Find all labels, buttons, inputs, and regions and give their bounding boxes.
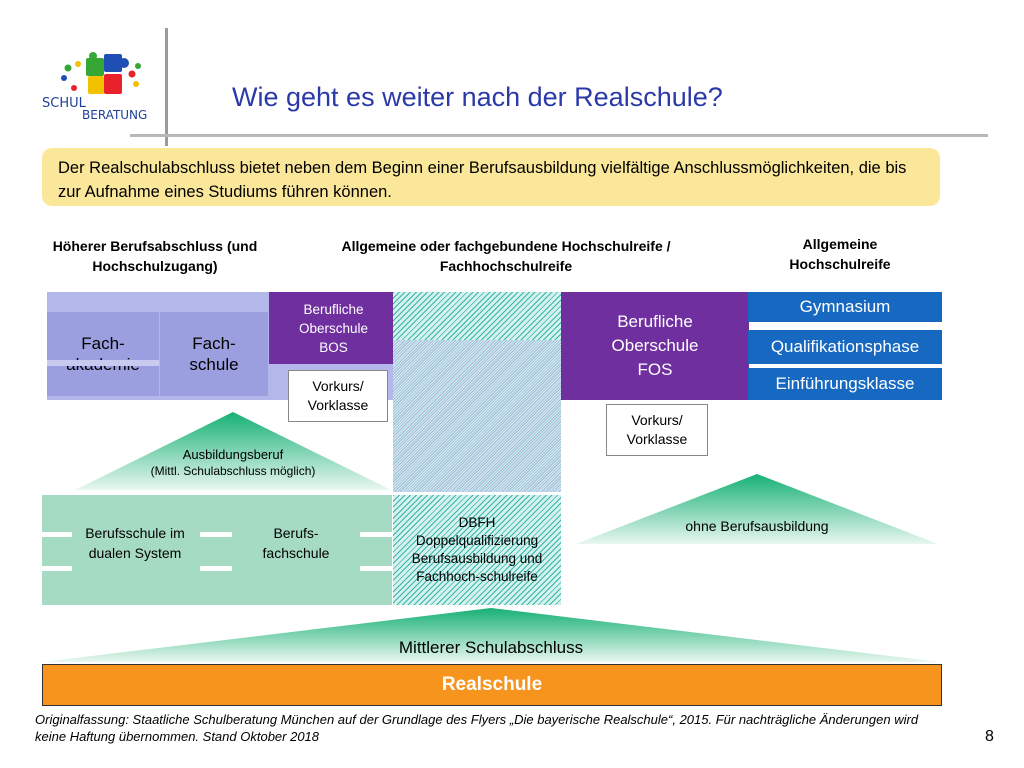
box-fos: Berufliche Oberschule FOS xyxy=(561,292,749,400)
box-berufsschule: Berufsschule im dualen System xyxy=(85,525,185,561)
triangle-ausbildungsberuf xyxy=(75,412,391,490)
box-bos: Berufliche Oberschule BOS xyxy=(269,292,398,364)
label-ausbildungsberuf: Ausbildungsberuf xyxy=(182,447,284,462)
page-title: Wie geht es weiter nach der Realschule? xyxy=(232,82,723,112)
header-hochschulreife: Allgemeine oder fachgebundene Hochschulr… xyxy=(341,238,671,274)
berufsschule-divider-1 xyxy=(42,532,72,537)
box-fachakademie: Fach-akademie xyxy=(47,312,159,396)
logo: SCHUL BERATUNG xyxy=(38,48,156,126)
box-berufsfachschule: Berufs-fachschule xyxy=(262,525,330,561)
box-vorkurs-bos: Vorkurs/ Vorklasse xyxy=(288,370,388,422)
lavender-divider xyxy=(47,360,159,366)
triangle-mittlerer-schulabschluss xyxy=(42,608,940,662)
intro-text-box: Der Realschulabschluss bietet neben dem … xyxy=(42,148,940,206)
box-qualifikationsphase: Qualifikationsphase xyxy=(748,330,942,364)
box-dbfh: DBFH Doppelqualifizierung Berufsausbildu… xyxy=(411,515,543,584)
berufsschule-divider-6 xyxy=(360,566,392,571)
box-realschule: Realschule xyxy=(42,664,942,706)
box-vorkurs-fos: Vorkurs/ Vorklasse xyxy=(606,404,708,456)
hatched-column-overlay xyxy=(393,340,561,492)
box-einfuehrungsklasse: Einführungsklasse xyxy=(748,368,942,400)
logo-text-schul: SCHUL xyxy=(42,96,86,111)
logo-text-beratung: BERATUNG xyxy=(82,108,148,122)
header-hoeherer-berufsabschluss: Höherer Berufsabschluss (und Hochschulzu… xyxy=(52,238,258,274)
label-mittlerer-schulabschluss: Mittlerer Schulabschluss xyxy=(398,638,584,657)
header-vertical-divider xyxy=(165,28,168,146)
dbfh-hatched-block xyxy=(393,495,561,605)
box-fachschule: Fach-schule xyxy=(160,312,268,396)
label-ausbildungsberuf-note: (Mittl. Schulabschluss möglich) xyxy=(150,464,316,478)
berufsschule-divider-3 xyxy=(200,532,232,537)
puzzle-logo-icon xyxy=(61,52,141,94)
header-allgemeine-hochschulreife: Allgemeine Hochschulreife xyxy=(789,236,891,272)
berufsschule-divider-4 xyxy=(200,566,232,571)
box-gymnasium: Gymnasium xyxy=(748,292,942,322)
triangle-ohne-berufsausbildung xyxy=(576,474,938,544)
berufsschule-divider-5 xyxy=(360,532,392,537)
berufsschule-divider-2 xyxy=(42,566,72,571)
label-ohne-berufsausbildung: ohne Berufsausbildung xyxy=(685,518,829,534)
footer-source-note: Originalfassung: Staatliche Schulberatun… xyxy=(35,712,919,744)
header-horizontal-divider xyxy=(130,134,988,137)
berufsschule-block xyxy=(42,495,392,605)
page-number: 8 xyxy=(985,728,994,745)
